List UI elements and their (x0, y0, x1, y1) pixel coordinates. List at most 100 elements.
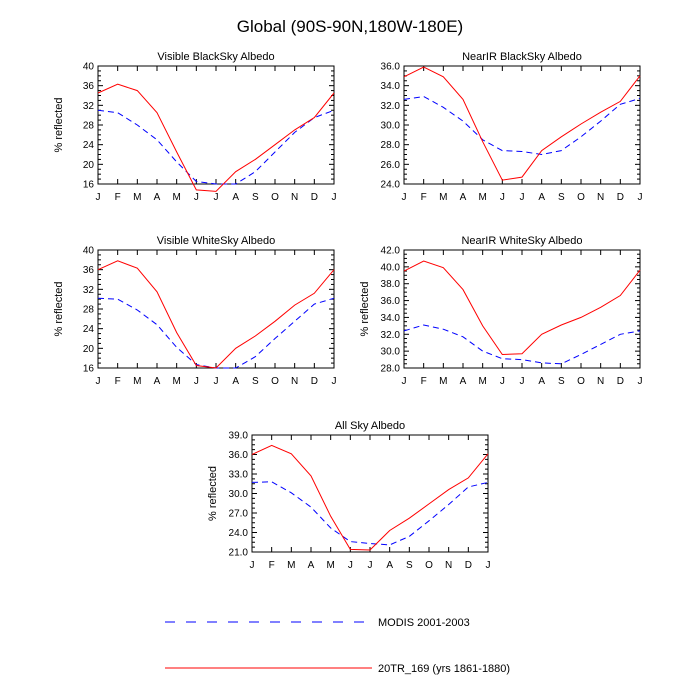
y-tick-label: 32 (83, 101, 95, 112)
x-tick-label: J (402, 192, 407, 203)
x-tick-label: A (154, 192, 161, 203)
y-axis-label: % reflected (359, 281, 371, 336)
x-tick-label: J (194, 192, 199, 203)
x-tick-label: A (538, 192, 545, 203)
y-tick-label: 40 (83, 246, 95, 257)
series-line-modis (97, 297, 335, 369)
x-tick-label: J (194, 376, 199, 387)
x-tick-label: F (269, 560, 275, 571)
y-tick-label: 24 (83, 140, 95, 151)
x-tick-label: O (425, 560, 433, 571)
y-tick-label: 32.0 (381, 101, 401, 112)
x-tick-label: M (172, 376, 180, 387)
x-tick-label: M (439, 192, 447, 203)
y-tick-label: 36 (83, 81, 95, 92)
series-line-20tr (97, 260, 335, 369)
y-axis-label: % reflected (207, 466, 219, 521)
x-tick-label: J (520, 376, 525, 387)
x-tick-label: F (421, 192, 427, 203)
x-tick-label: S (252, 192, 259, 203)
x-tick-label: J (96, 376, 101, 387)
x-tick-label: N (291, 376, 298, 387)
series-line-20tr (251, 444, 489, 551)
y-tick-label: 28.0 (381, 140, 401, 151)
chart-panel-5: All Sky Albedo 21.0 24.0 27.0 30.0 33.0 36.0 39… (207, 420, 491, 571)
y-tick-label: 16 (83, 364, 95, 375)
series-line-modis (97, 109, 335, 185)
x-tick-label: S (558, 376, 565, 387)
y-tick-label: 33.0 (229, 470, 249, 481)
series-line-20tr (403, 66, 641, 181)
x-tick-label: M (478, 376, 486, 387)
x-tick-label: O (271, 192, 279, 203)
y-tick-label: 36.0 (381, 62, 401, 73)
y-axis-label: % reflected (53, 97, 65, 152)
y-tick-label: 21.0 (229, 548, 249, 559)
y-tick-label: 32 (83, 285, 95, 296)
x-tick-label: A (308, 560, 315, 571)
x-tick-label: J (214, 376, 219, 387)
x-tick-label: M (172, 192, 180, 203)
x-tick-label: A (154, 376, 161, 387)
x-tick-label: O (577, 376, 585, 387)
y-axis-label: % reflected (53, 281, 65, 336)
x-tick-label: A (386, 560, 393, 571)
series-line-modis (403, 324, 641, 365)
chart-panel-4: NearIR WhiteSky Albedo 28.0 30.0 32.0 34.0 36… (359, 235, 643, 387)
x-tick-label: J (638, 376, 643, 387)
legend-label: MODIS 2001-2003 (378, 617, 470, 629)
y-tick-label: 24.0 (381, 180, 401, 191)
plot-frame (403, 65, 641, 185)
x-tick-label: N (597, 376, 604, 387)
y-tick-label: 38.0 (381, 279, 401, 290)
y-tick-label: 26.0 (381, 160, 401, 171)
y-tick-label: 30.0 (381, 121, 401, 132)
y-tick-label: 27.0 (229, 509, 249, 520)
legend-label: 20TR_169 (yrs 1861-1880) (378, 663, 510, 675)
y-tick-label: 36.0 (229, 450, 249, 461)
chart-panels: Visible BlackSky Albedo 16 20 24 28 32 36 40 J F M… (53, 51, 643, 571)
x-tick-label: M (478, 192, 486, 203)
chart-panel-1: Visible BlackSky Albedo 16 20 24 28 32 36 40 J F M… (53, 51, 337, 203)
x-tick-label: M (287, 560, 295, 571)
x-tick-label: O (271, 376, 279, 387)
x-tick-label: D (617, 192, 624, 203)
x-tick-label: J (402, 376, 407, 387)
x-tick-label: J (96, 192, 101, 203)
y-tick-label: 30.0 (381, 347, 401, 358)
x-tick-label: J (348, 560, 353, 571)
series-line-modis (403, 95, 641, 156)
x-tick-label: J (368, 560, 373, 571)
x-tick-label: J (332, 376, 337, 387)
x-tick-label: D (311, 192, 318, 203)
x-tick-label: A (232, 192, 239, 203)
y-tick-label: 16 (83, 180, 95, 191)
x-tick-label: J (486, 560, 491, 571)
panel-title: All Sky Albedo (335, 420, 405, 432)
x-tick-label: N (597, 192, 604, 203)
x-tick-label: F (115, 376, 121, 387)
plot-frame (403, 249, 641, 369)
y-tick-label: 34.0 (381, 313, 401, 324)
x-tick-label: J (500, 376, 505, 387)
y-tick-label: 20 (83, 160, 95, 171)
x-tick-label: F (421, 376, 427, 387)
x-tick-label: M (326, 560, 334, 571)
x-tick-label: A (460, 192, 467, 203)
x-tick-label: J (520, 192, 525, 203)
y-tick-label: 24 (83, 324, 95, 335)
y-tick-label: 36.0 (381, 296, 401, 307)
y-tick-label: 34.0 (381, 81, 401, 92)
figure-title: Global (90S-90N,180W-180E) (237, 17, 463, 36)
x-tick-label: A (538, 376, 545, 387)
series-line-20tr (403, 260, 641, 356)
x-tick-label: D (465, 560, 472, 571)
plot-frame (97, 65, 335, 185)
panel-title: NearIR WhiteSky Albedo (461, 235, 582, 247)
y-tick-label: 40 (83, 62, 95, 73)
chart-panel-2: NearIR BlackSky Albedo 24.0 26.0 28.0 30.0 32… (381, 51, 643, 203)
y-tick-label: 36 (83, 265, 95, 276)
x-tick-label: S (406, 560, 413, 571)
y-tick-label: 40.0 (381, 262, 401, 273)
